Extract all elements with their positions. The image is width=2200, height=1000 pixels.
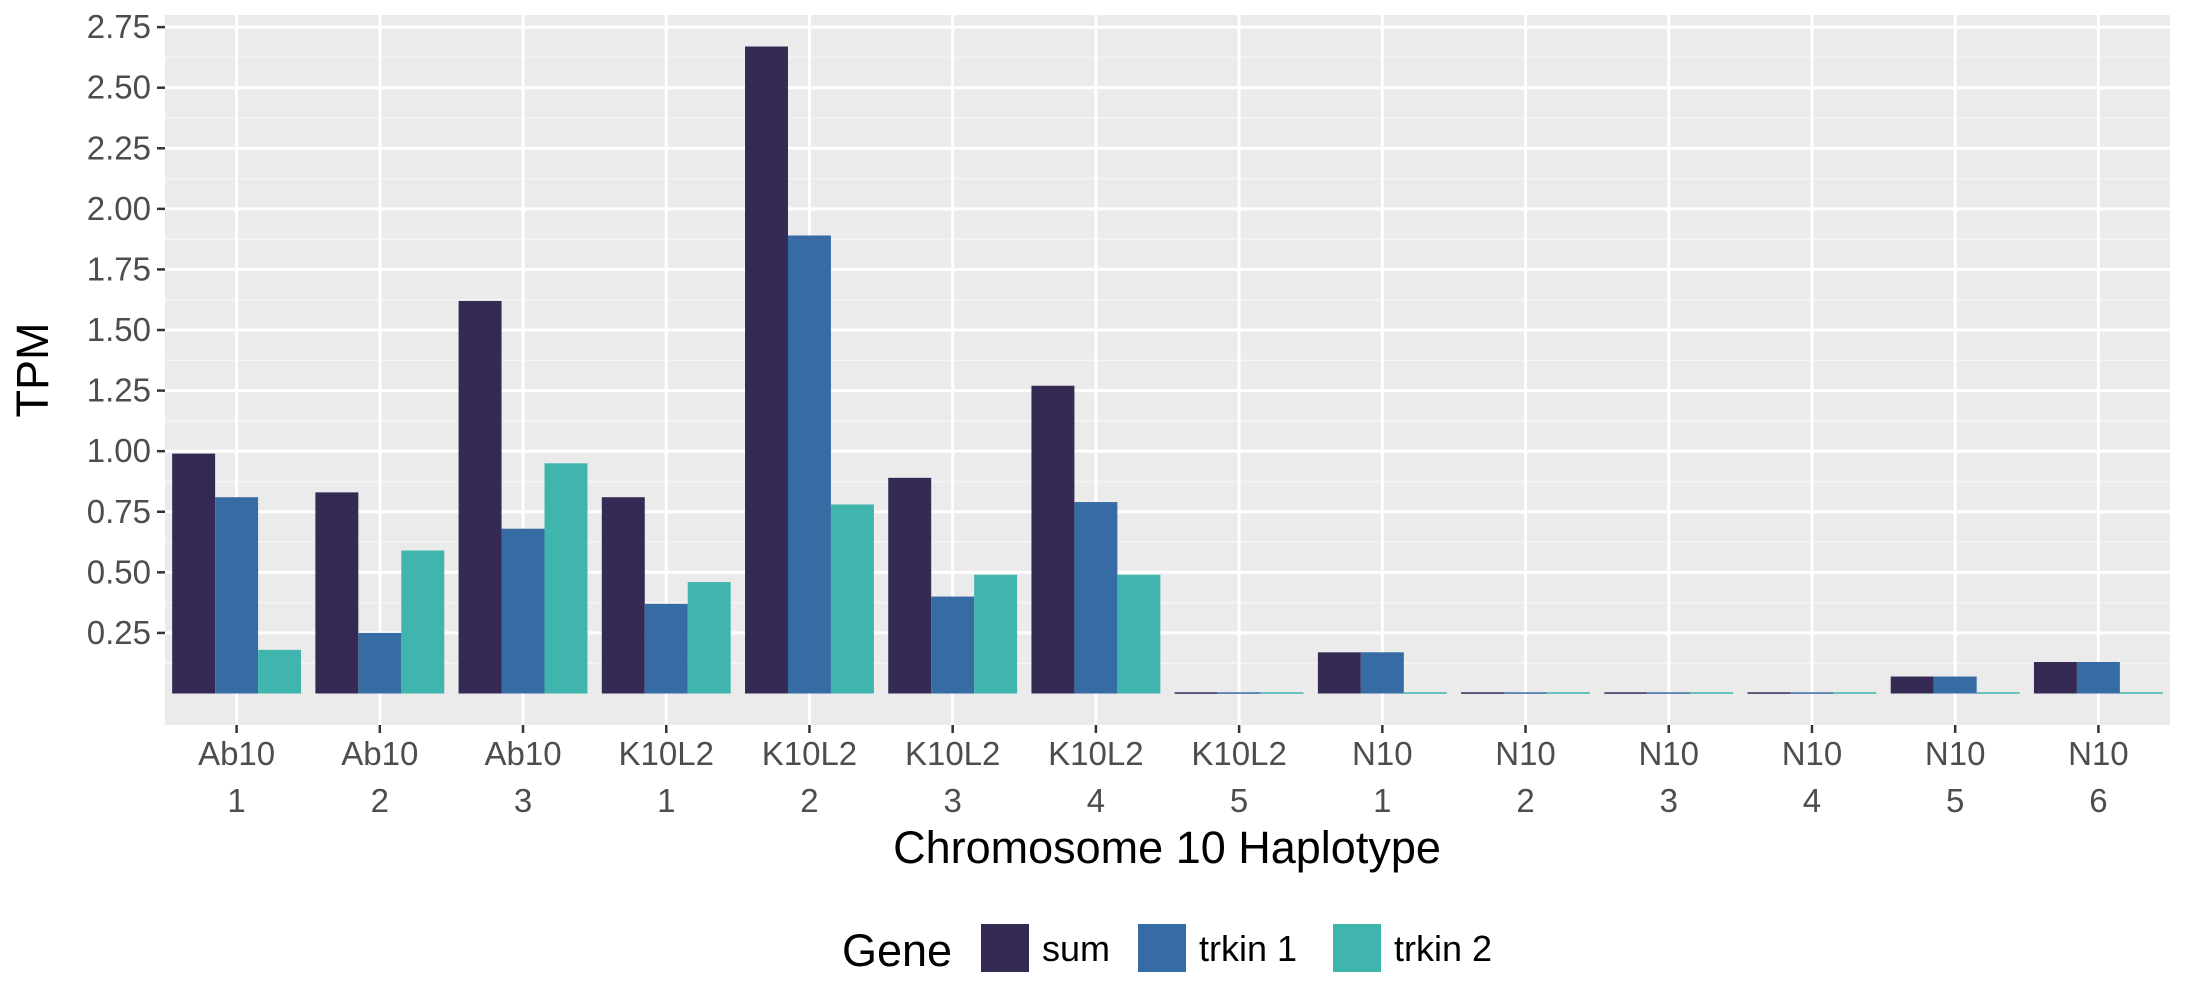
legend-key [1333, 924, 1381, 972]
y-tick-label: 2.75 [87, 8, 151, 45]
bar [1790, 692, 1834, 694]
y-tick-label: 0.50 [87, 553, 151, 590]
bar [1976, 692, 2020, 694]
x-tick-label-line2: 2 [371, 782, 389, 819]
x-tick-label-line1: K10L2 [905, 735, 1000, 772]
bar [1217, 692, 1261, 694]
bar [974, 574, 1018, 694]
bar [888, 477, 932, 694]
x-tick-label-line1: K10L2 [1048, 735, 1143, 772]
bar [172, 453, 216, 694]
x-tick-label-line2: 5 [1230, 782, 1248, 819]
bar [1174, 692, 1218, 694]
x-tick-label-line1: K10L2 [619, 735, 714, 772]
bar [1933, 676, 1977, 694]
x-tick-label-line1: N10 [2068, 735, 2129, 772]
bars [172, 46, 2163, 694]
bar [358, 632, 402, 694]
legend-label: sum [1042, 928, 1110, 969]
bar [401, 550, 445, 694]
bar [258, 649, 302, 694]
x-tick-label-line2: 1 [657, 782, 675, 819]
x-tick-label-line1: N10 [1352, 735, 1413, 772]
bar [830, 504, 874, 694]
bar [1117, 574, 1161, 694]
bar [2076, 661, 2120, 694]
x-tick-label-line2: 1 [1373, 782, 1391, 819]
bar [1031, 385, 1075, 694]
x-tick-label-line1: N10 [1925, 735, 1986, 772]
legend: Gene sum trkin 1 trkin 2 [842, 924, 1492, 976]
y-tick-label: 0.75 [87, 493, 151, 530]
x-tick-label-line2: 2 [800, 782, 818, 819]
x-tick-label-line1: N10 [1782, 735, 1843, 772]
bar [745, 46, 788, 694]
x-tick-label-line2: 3 [943, 782, 961, 819]
bar [1833, 692, 1877, 694]
bar [1260, 692, 1304, 694]
x-tick-label-line1: K10L2 [762, 735, 857, 772]
x-tick-label-line1: Ab10 [341, 735, 418, 772]
bar [1461, 692, 1505, 694]
y-tick-label: 2.25 [87, 129, 151, 166]
x-axis: Ab10 1 Ab10 2 Ab10 3 K10L2 1 K10L2 2 K10L2 3 K10L2 4 K… [198, 725, 2129, 819]
y-tick-label: 2.50 [87, 69, 151, 106]
y-axis: 0.25 0.50 0.75 1.00 1.25 1.50 1.75 2.00 2.25 2.50… [87, 8, 165, 651]
bar [1747, 692, 1791, 694]
y-tick-label: 1.00 [87, 432, 151, 469]
x-axis-title: Chromosome 10 Haplotype [893, 822, 1441, 873]
bar [1890, 676, 1934, 694]
x-tick-label-line2: 5 [1946, 782, 1964, 819]
bar [1504, 692, 1548, 694]
bar [2119, 692, 2163, 694]
x-tick-label-line1: Ab10 [198, 735, 275, 772]
bar [2033, 661, 2077, 694]
bar [458, 300, 502, 694]
bar [1074, 502, 1118, 694]
x-tick-label-line1: K10L2 [1191, 735, 1286, 772]
legend-label: trkin 1 [1199, 928, 1297, 969]
bar [544, 463, 588, 694]
x-tick-label-line2: 4 [1087, 782, 1105, 819]
x-tick-label-line2: 6 [2089, 782, 2107, 819]
y-tick-label: 2.00 [87, 190, 151, 227]
x-tick-label-line2: 1 [227, 782, 245, 819]
y-tick-label: 1.50 [87, 311, 151, 348]
bar [1690, 692, 1734, 694]
bar [687, 582, 731, 694]
x-tick-label-line2: 2 [1516, 782, 1534, 819]
bar [215, 497, 259, 694]
bar [644, 603, 688, 694]
bar [1403, 692, 1447, 694]
legend-title: Gene [842, 925, 952, 976]
bar [501, 528, 545, 694]
y-axis-title: TPM [7, 323, 58, 418]
x-tick-label-line2: 4 [1803, 782, 1821, 819]
legend-label: trkin 2 [1394, 928, 1492, 969]
bar [1647, 692, 1691, 694]
bar [1317, 652, 1361, 694]
y-tick-label: 1.25 [87, 372, 151, 409]
bar [1604, 692, 1648, 694]
x-tick-label-line1: N10 [1638, 735, 1699, 772]
x-tick-label-line1: Ab10 [484, 735, 561, 772]
y-tick-label: 0.25 [87, 614, 151, 651]
bar [787, 235, 831, 694]
bar [1360, 652, 1404, 694]
x-tick-label-line2: 3 [1660, 782, 1678, 819]
y-tick-label: 1.75 [87, 250, 151, 287]
legend-key [981, 924, 1029, 972]
legend-key [1138, 924, 1186, 972]
bar [315, 492, 359, 694]
x-tick-label-line2: 3 [514, 782, 532, 819]
bar [931, 596, 975, 694]
x-tick-label-line1: N10 [1495, 735, 1556, 772]
bar [1547, 692, 1590, 694]
bar [601, 497, 645, 694]
